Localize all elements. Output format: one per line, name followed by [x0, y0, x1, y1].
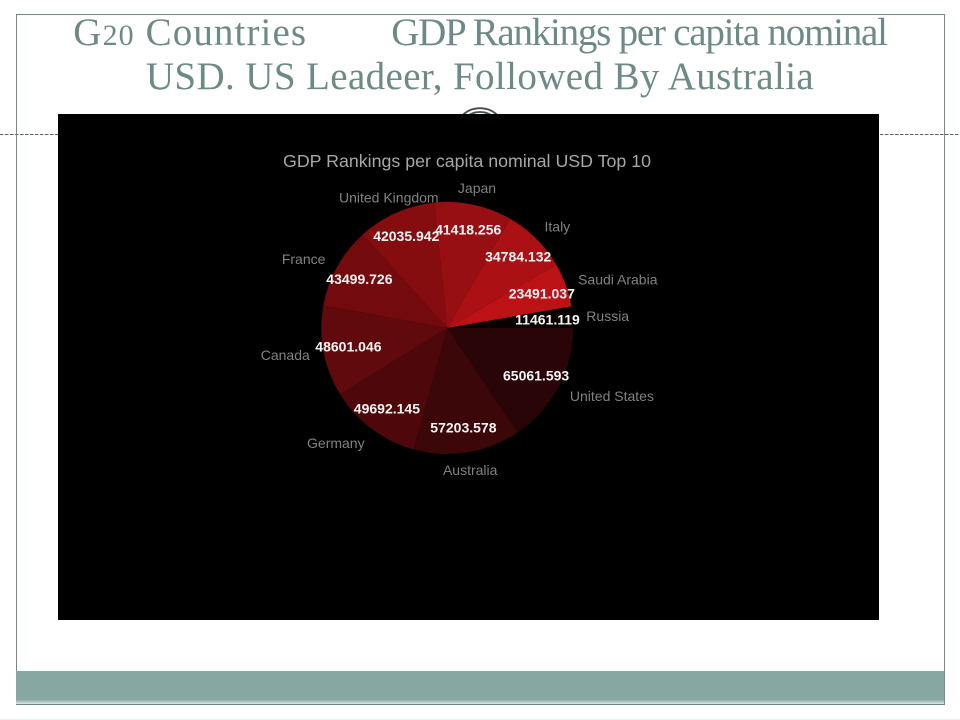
svg-text:United States: United States [570, 388, 654, 404]
svg-text:GDP Rankings per capita nomina: GDP Rankings per capita nominal USD Top … [283, 151, 651, 171]
svg-text:42035.942: 42035.942 [373, 228, 439, 244]
svg-text:49692.145: 49692.145 [354, 400, 420, 416]
svg-text:43499.726: 43499.726 [326, 271, 392, 287]
svg-text:11461.119: 11461.119 [515, 311, 580, 327]
svg-text:23491.037: 23491.037 [509, 286, 575, 302]
svg-text:48601.046: 48601.046 [315, 339, 381, 355]
svg-text:Canada: Canada [261, 347, 310, 363]
svg-text:41418.256: 41418.256 [435, 222, 501, 238]
svg-text:65061.593: 65061.593 [503, 367, 569, 383]
svg-text:United Kingdom: United Kingdom [339, 189, 439, 205]
svg-text:57203.578: 57203.578 [430, 419, 496, 435]
svg-text:France: France [282, 251, 326, 267]
svg-text:Italy: Italy [545, 219, 571, 235]
svg-text:Japan: Japan [458, 180, 496, 196]
svg-text:Australia: Australia [443, 462, 498, 478]
svg-text:Russia: Russia [586, 308, 629, 324]
svg-text:Saudi Arabia: Saudi Arabia [578, 271, 658, 287]
svg-text:Germany: Germany [307, 435, 365, 451]
svg-text:34784.132: 34784.132 [485, 249, 551, 265]
